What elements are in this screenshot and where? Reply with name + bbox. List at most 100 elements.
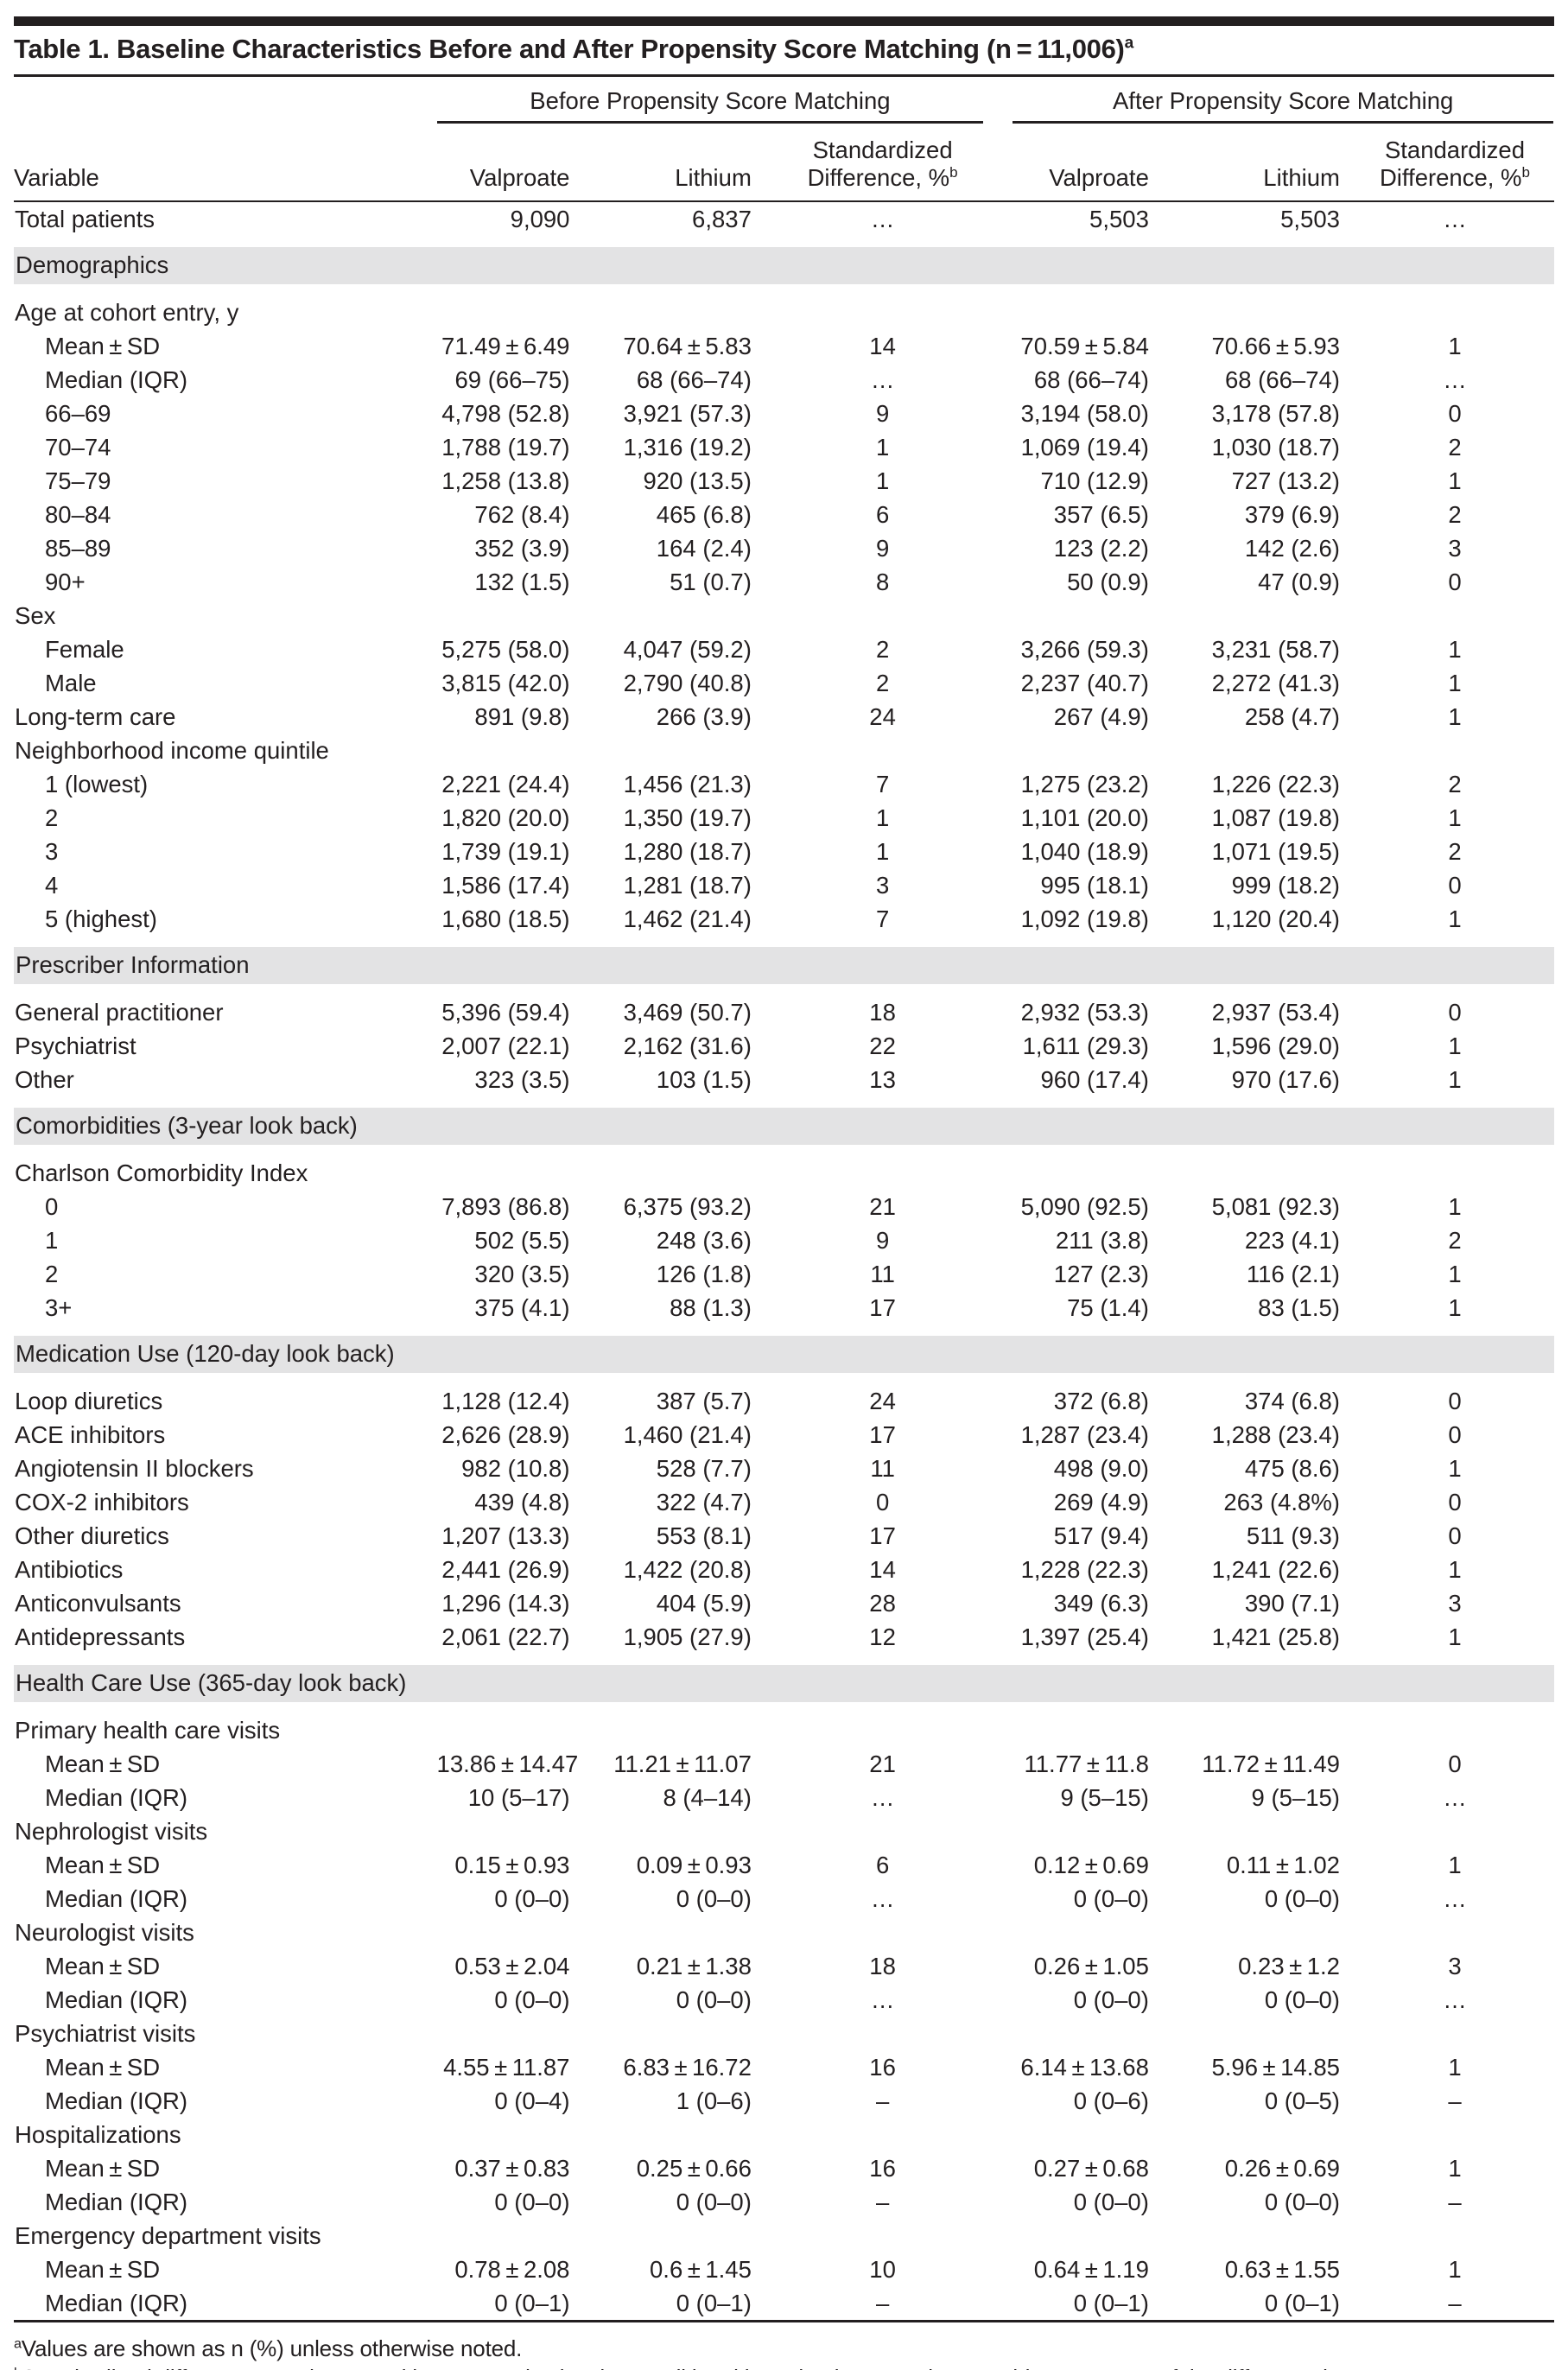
cell-lithium-after bbox=[1165, 1713, 1355, 1747]
cell-std-diff-before: 10 bbox=[869, 2255, 896, 2283]
subheader-row: Sex bbox=[14, 599, 1554, 632]
cell-std-diff-after: 0 bbox=[1448, 399, 1462, 427]
cell-std-diff-after: 1 bbox=[1448, 702, 1462, 730]
cell-lithium-after bbox=[1165, 1814, 1355, 1848]
table-row: Mean ± SD 13.86 ± 14.47 11.21 ± 11.07 21 11.… bbox=[14, 1747, 1554, 1781]
row-label: Other bbox=[15, 1065, 74, 1093]
cell-valproate-before: 132 (1.5) bbox=[474, 568, 570, 595]
cell-valproate-after bbox=[998, 295, 1165, 329]
cell-lithium-after: 511 (9.3) bbox=[1246, 1522, 1340, 1549]
cell-std-diff-after: 1 bbox=[1448, 332, 1462, 359]
table-row: Median (IQR) 0 (0–0) 0 (0–0) … 0 (0–0) 0 (0–0… bbox=[14, 1983, 1554, 2017]
cell-lithium-after bbox=[1165, 1156, 1355, 1190]
cell-valproate-before: 0 (0–0) bbox=[494, 2188, 570, 2215]
cell-valproate-after bbox=[998, 1713, 1165, 1747]
cell-lithium-before: 6,375 (93.2) bbox=[623, 1192, 752, 1220]
table-row: Mean ± SD 4.55 ± 11.87 6.83 ± 16.72 16 6.14 … bbox=[14, 2050, 1554, 2084]
cell-valproate-before: 71.49 ± 6.49 bbox=[441, 332, 570, 359]
cell-lithium-before: 0.6 ± 1.45 bbox=[650, 2255, 752, 2283]
cell-lithium-after: 0.26 ± 0.69 bbox=[1224, 2154, 1340, 2182]
cell-valproate-before: 1,258 (13.8) bbox=[441, 467, 570, 494]
table-row: 1 (lowest) 2,221 (24.4) 1,456 (21.3) 7 1,275… bbox=[14, 767, 1554, 801]
cell-std-diff-before bbox=[767, 2118, 998, 2151]
cell-valproate-after: 2,932 (53.3) bbox=[1020, 998, 1149, 1026]
cell-lithium-after bbox=[1165, 599, 1355, 632]
cell-lithium-after: 116 (2.1) bbox=[1246, 1260, 1340, 1287]
cell-valproate-after: 0 (0–0) bbox=[1073, 1986, 1149, 2013]
row-label: Mean ± SD bbox=[45, 332, 161, 359]
table-title-text: Table 1. Baseline Characteristics Before… bbox=[14, 34, 1125, 64]
subheader-row: Charlson Comorbidity Index bbox=[14, 1156, 1554, 1190]
cell-valproate-after: 70.59 ± 5.84 bbox=[1020, 332, 1149, 359]
cell-lithium-after: 1,421 (25.8) bbox=[1211, 1623, 1340, 1650]
table-row: COX-2 inhibitors 439 (4.8) 322 (4.7) 0 269 (… bbox=[14, 1485, 1554, 1519]
cell-valproate-after: 1,069 (19.4) bbox=[1020, 433, 1149, 461]
table-row: ACE inhibitors 2,626 (28.9) 1,460 (21.4) 17… bbox=[14, 1418, 1554, 1452]
section-row: Comorbidities (3-year look back) bbox=[14, 1096, 1554, 1156]
baseline-characteristics-table: Before Propensity Score Matching After P… bbox=[14, 77, 1554, 2322]
table-row: Male 3,815 (42.0) 2,790 (40.8) 2 2,237 (40.7… bbox=[14, 666, 1554, 700]
cell-std-diff-before: 9 bbox=[875, 399, 890, 427]
section-row: Prescriber Information bbox=[14, 936, 1554, 995]
cell-std-diff-after: … bbox=[1443, 1783, 1467, 1811]
row-label: Median (IQR) bbox=[45, 1986, 188, 2013]
subheader-row: Neurologist visits bbox=[14, 1916, 1554, 1949]
cell-std-diff-before bbox=[767, 1916, 998, 1949]
cell-lithium-after bbox=[1165, 1916, 1355, 1949]
section-row: Medication Use (120-day look back) bbox=[14, 1325, 1554, 1384]
cell-lithium-after: 1,226 (22.3) bbox=[1211, 770, 1340, 797]
cell-std-diff-before: 2 bbox=[875, 669, 890, 696]
cell-lithium-before: 51 (0.7) bbox=[670, 568, 752, 595]
column-header-std-diff-after: Standardized Difference, %b bbox=[1355, 124, 1554, 202]
cell-std-diff-after bbox=[1355, 2118, 1554, 2151]
row-label: 85–89 bbox=[45, 534, 111, 562]
cell-std-diff-after: 3 bbox=[1448, 1589, 1462, 1617]
cell-valproate-after: 1,287 (23.4) bbox=[1020, 1420, 1149, 1448]
row-label: 2 bbox=[45, 1260, 59, 1287]
cell-valproate-before bbox=[436, 2017, 586, 2050]
cell-lithium-before: 0 (0–0) bbox=[676, 2188, 752, 2215]
cell-valproate-after: 9 (5–15) bbox=[1060, 1783, 1149, 1811]
cell-std-diff-after: – bbox=[1448, 2087, 1462, 2114]
row-label: Median (IQR) bbox=[45, 2289, 188, 2316]
cell-lithium-after: 263 (4.8%) bbox=[1223, 1488, 1340, 1515]
cell-lithium-before: 103 (1.5) bbox=[656, 1065, 752, 1093]
table-row: 75–79 1,258 (13.8) 920 (13.5) 1 710 (12.9) 72… bbox=[14, 464, 1554, 498]
table-row: Mean ± SD 0.53 ± 2.04 0.21 ± 1.38 18 0.26 ± … bbox=[14, 1949, 1554, 1983]
cell-valproate-after: 0 (0–0) bbox=[1073, 1884, 1149, 1912]
cell-valproate-before: 352 (3.9) bbox=[474, 534, 570, 562]
section-label: Medication Use (120-day look back) bbox=[14, 1335, 1554, 1373]
footnote-a-text: Values are shown as n (%) unless otherwi… bbox=[21, 2335, 523, 2361]
subheader-row: Emergency department visits bbox=[14, 2219, 1554, 2252]
cell-valproate-before: 7,893 (86.8) bbox=[441, 1192, 570, 1220]
column-header-row: Variable Valproate Lithium Standardized … bbox=[14, 124, 1554, 202]
cell-valproate-after: 1,092 (19.8) bbox=[1020, 905, 1149, 932]
cell-std-diff-before: 16 bbox=[869, 2053, 896, 2081]
group-header-before-label: Before Propensity Score Matching bbox=[436, 87, 984, 124]
section-label: Comorbidities (3-year look back) bbox=[14, 1107, 1554, 1145]
table-title: Table 1. Baseline Characteristics Before… bbox=[14, 26, 1554, 77]
cell-std-diff-after bbox=[1355, 734, 1554, 767]
cell-std-diff-before: 18 bbox=[869, 998, 896, 1026]
cell-std-diff-after: 1 bbox=[1448, 635, 1462, 663]
cell-lithium-before: 404 (5.9) bbox=[656, 1589, 752, 1617]
table-row: Anticonvulsants 1,296 (14.3) 404 (5.9) 28 34… bbox=[14, 1586, 1554, 1620]
std-diff-header-line1: Standardized bbox=[812, 137, 953, 163]
cell-valproate-before: 0 (0–0) bbox=[494, 1884, 570, 1912]
cell-std-diff-after: 1 bbox=[1448, 467, 1462, 494]
cell-valproate-before bbox=[436, 2219, 586, 2252]
section-label: Prescriber Information bbox=[14, 946, 1554, 984]
row-label: Loop diuretics bbox=[15, 1387, 163, 1414]
cell-valproate-before: 69 (66–75) bbox=[454, 365, 570, 393]
section-row: Demographics bbox=[14, 236, 1554, 295]
cell-valproate-before: 0 (0–4) bbox=[494, 2087, 570, 2114]
cell-valproate-after: 1,397 (25.4) bbox=[1020, 1623, 1149, 1650]
cell-std-diff-before: 17 bbox=[869, 1522, 896, 1549]
cell-std-diff-before: 14 bbox=[869, 1555, 896, 1583]
row-label: Hospitalizations bbox=[15, 2120, 181, 2148]
row-label: ACE inhibitors bbox=[15, 1420, 166, 1448]
table-row: General practitioner 5,396 (59.4) 3,469 (5… bbox=[14, 995, 1554, 1029]
row-label: Median (IQR) bbox=[45, 2087, 188, 2114]
column-header-valproate-before: Valproate bbox=[435, 124, 586, 202]
cell-valproate-after: 0.26 ± 1.05 bbox=[1033, 1952, 1149, 1979]
